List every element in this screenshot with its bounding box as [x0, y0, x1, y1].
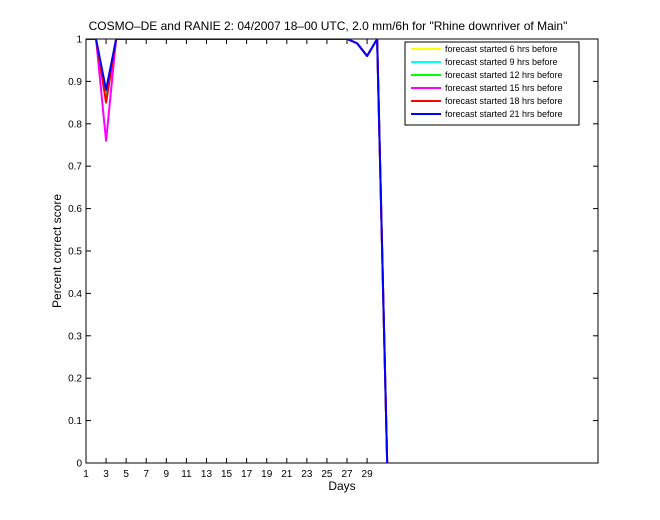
chart-title: COSMO–DE and RANIE 2: 04/2007 18–00 UTC,… [89, 19, 568, 33]
x-tick-label: 11 [181, 469, 192, 480]
x-tick-label: 17 [241, 469, 253, 480]
y-tick-label: 1 [76, 35, 82, 46]
x-tick-label: 23 [301, 469, 313, 480]
y-tick-label: 0.8 [68, 119, 82, 130]
y-tick-label: 0.1 [68, 416, 82, 427]
y-tick-label: 0.3 [68, 331, 82, 342]
legend-item: forecast started 12 hrs before [411, 70, 563, 80]
x-axis-label: Days [328, 479, 355, 493]
legend-item: forecast started 9 hrs before [411, 57, 558, 67]
y-tick-label: 0 [76, 459, 82, 470]
y-axis-label: Percent correct score [50, 194, 64, 308]
y-tick-label: 0.9 [68, 77, 82, 88]
legend-label: forecast started 15 hrs before [445, 83, 563, 93]
x-tick-label: 25 [321, 469, 333, 480]
legend-item: forecast started 15 hrs before [411, 83, 563, 93]
legend: forecast started 6 hrs before forecast st… [404, 41, 580, 126]
legend-label: forecast started 6 hrs before [445, 44, 558, 54]
y-tick-label: 0.6 [68, 204, 82, 215]
x-tick-label: 1 [83, 469, 89, 480]
legend-label: forecast started 18 hrs before [445, 96, 563, 106]
legend-label: forecast started 9 hrs before [445, 57, 558, 67]
x-tick-label: 13 [201, 469, 213, 480]
legend-item: forecast started 21 hrs before [411, 109, 563, 119]
legend-label: forecast started 12 hrs before [445, 70, 563, 80]
axis-ticks: 1 3 5 7 9 11 13 15 17 19 21 23 25 27 2900.10.20.30.40.… [68, 35, 598, 480]
x-tick-label: 29 [362, 469, 374, 480]
x-tick-label: 5 [123, 469, 129, 480]
x-tick-label: 7 [143, 469, 149, 480]
y-tick-label: 0.2 [68, 374, 82, 385]
x-tick-label: 3 [103, 469, 109, 480]
x-tick-label: 19 [261, 469, 273, 480]
x-tick-label: 21 [281, 469, 293, 480]
y-tick-label: 0.7 [68, 162, 82, 173]
y-tick-label: 0.5 [68, 247, 82, 258]
x-tick-label: 9 [164, 469, 170, 480]
y-tick-label: 0.4 [68, 289, 82, 300]
legend-item: forecast started 6 hrs before [411, 44, 558, 54]
legend-box [404, 41, 580, 126]
legend-label: forecast started 21 hrs before [445, 109, 563, 119]
x-tick-label: 27 [341, 469, 353, 480]
x-tick-label: 15 [221, 469, 233, 480]
legend-item: forecast started 18 hrs before [411, 96, 563, 106]
